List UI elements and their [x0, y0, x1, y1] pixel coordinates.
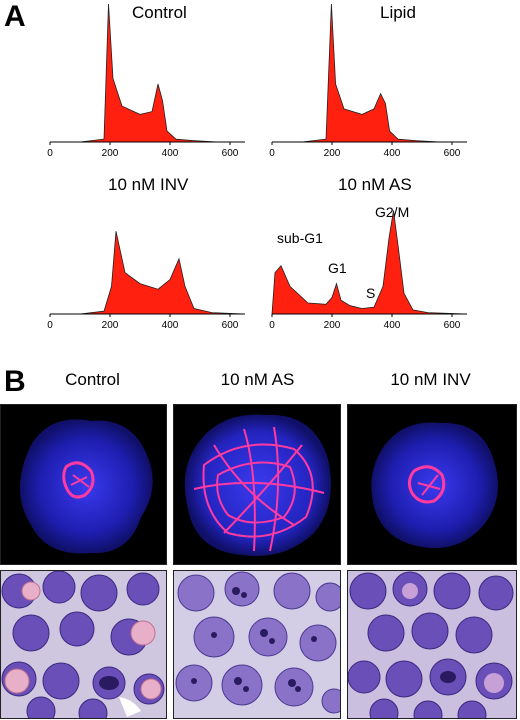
column-title-as: 10 nM AS [220, 370, 295, 389]
hist-title-lipid: Lipid [380, 3, 416, 22]
x-tick-label: 0 [47, 320, 53, 331]
x-tick-label: 400 [162, 148, 179, 159]
stained-cells-image-as [173, 570, 341, 719]
x-tick-label: 600 [222, 148, 239, 159]
x-tick-label: 200 [102, 148, 119, 159]
histogram-lipid: 0 200 400 600 [269, 0, 467, 160]
histogram-as: 0 200 400 600 [269, 172, 468, 332]
x-tick-label: 200 [324, 320, 341, 331]
x-tick-label: 600 [222, 320, 239, 331]
fluorescence-image-as [173, 404, 341, 565]
column-title-control: Control [65, 370, 120, 389]
histogram-inv: 0 200 400 600 [47, 172, 246, 332]
histogram-area [272, 3, 467, 143]
x-tick-label: 0 [47, 148, 53, 159]
x-tick-label: 0 [269, 148, 275, 159]
stained-cells-image-control [0, 570, 167, 719]
x-tick-label: 600 [444, 148, 461, 159]
fluorescence-image-control [0, 404, 167, 565]
hist-title-control: Control [132, 3, 187, 22]
x-tick-label: 200 [102, 320, 119, 331]
histogram-svg: 0 200 400 600 [269, 3, 467, 159]
peak-label-g2m: G2/M [375, 204, 410, 220]
fluorescence-image-inv [347, 404, 517, 565]
panel-a-letter: A [4, 0, 26, 33]
x-tick-label: 400 [162, 320, 179, 331]
hist-title-inv: 10 nM INV [108, 175, 189, 194]
histogram-svg: 0 200 400 600 [269, 210, 468, 331]
x-tick-label: 400 [384, 320, 401, 331]
histogram-control: 0 200 400 600 [47, 0, 245, 160]
x-tick-label: 0 [269, 320, 275, 331]
histogram-area [50, 231, 246, 315]
histogram-area [50, 3, 245, 143]
histogram-svg: 0 200 400 600 [47, 231, 246, 331]
x-tick-label: 200 [324, 148, 341, 159]
histogram-svg: 0 200 400 600 [47, 3, 245, 159]
panel-b-letter: B [4, 365, 26, 398]
peak-label-g1: G1 [328, 260, 347, 276]
x-tick-label: 400 [384, 148, 401, 159]
stained-cells-image-inv [347, 570, 517, 719]
peak-label-s: S [366, 285, 376, 301]
peak-label-subg1: sub-G1 [277, 230, 323, 246]
x-tick-label: 600 [444, 320, 461, 331]
histogram-area [271, 210, 468, 315]
hist-title-as: 10 nM AS [338, 175, 412, 194]
column-title-inv: 10 nM INV [390, 370, 471, 389]
